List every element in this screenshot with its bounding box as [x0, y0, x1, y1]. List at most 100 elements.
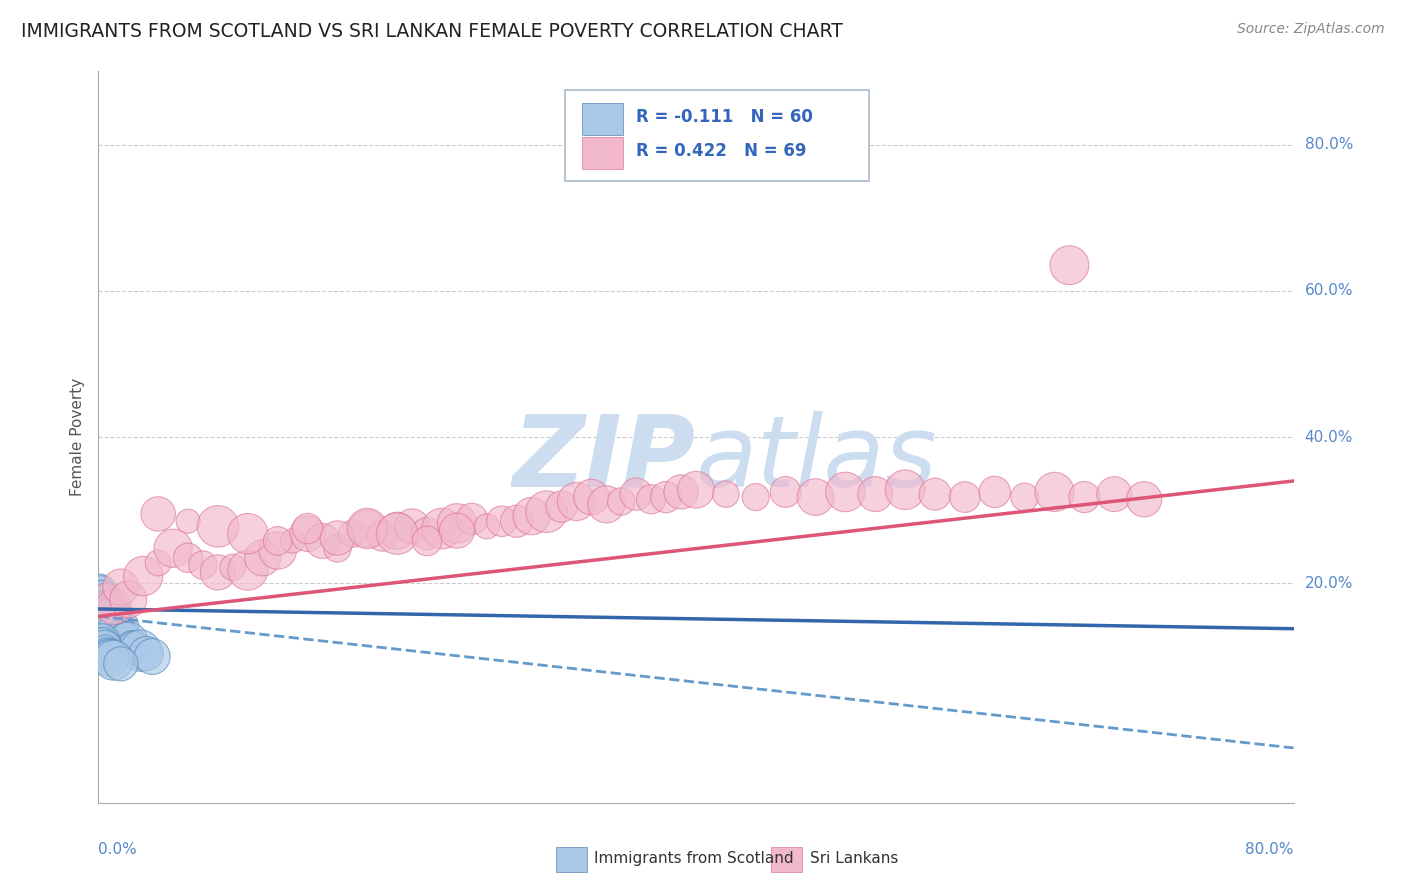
- Point: [93, 616, 115, 631]
- Point: [536, 505, 558, 519]
- Point: [953, 490, 976, 504]
- Point: [894, 483, 917, 497]
- Point: [110, 620, 132, 634]
- Point: [297, 521, 319, 535]
- Point: [550, 500, 572, 514]
- Point: [90, 636, 112, 650]
- Point: [191, 558, 214, 573]
- Point: [98, 607, 122, 622]
- Point: [685, 483, 707, 497]
- Point: [236, 563, 259, 577]
- Point: [207, 566, 229, 580]
- Point: [356, 521, 378, 535]
- Text: R = -0.111   N = 60: R = -0.111 N = 60: [637, 108, 813, 126]
- Point: [326, 531, 349, 545]
- Point: [103, 599, 125, 614]
- Point: [94, 594, 117, 608]
- Y-axis label: Female Poverty: Female Poverty: [69, 378, 84, 496]
- Point: [1073, 490, 1095, 504]
- Text: 80.0%: 80.0%: [1305, 137, 1353, 152]
- Point: [96, 646, 118, 660]
- Text: 40.0%: 40.0%: [1305, 430, 1353, 444]
- Point: [430, 521, 453, 535]
- Point: [640, 492, 662, 507]
- Point: [98, 619, 122, 633]
- Point: [94, 611, 117, 625]
- Point: [520, 509, 543, 524]
- Point: [104, 613, 127, 627]
- Point: [93, 640, 115, 655]
- Point: [114, 632, 136, 646]
- Point: [103, 609, 125, 624]
- Point: [461, 512, 484, 526]
- Text: 60.0%: 60.0%: [1305, 284, 1353, 298]
- Text: IMMIGRANTS FROM SCOTLAND VS SRI LANKAN FEMALE POVERTY CORRELATION CHART: IMMIGRANTS FROM SCOTLAND VS SRI LANKAN F…: [21, 22, 844, 41]
- Point: [117, 635, 139, 649]
- Point: [745, 490, 768, 504]
- Point: [865, 487, 887, 501]
- Point: [98, 611, 122, 625]
- Point: [141, 649, 163, 664]
- Point: [804, 490, 827, 504]
- Point: [101, 615, 124, 629]
- Point: [124, 640, 146, 655]
- Point: [475, 519, 498, 533]
- Point: [655, 490, 678, 504]
- Point: [326, 541, 349, 556]
- Point: [94, 622, 117, 636]
- Point: [267, 533, 290, 548]
- Point: [834, 485, 856, 500]
- Point: [97, 602, 120, 616]
- Point: [101, 604, 124, 618]
- Point: [626, 487, 648, 501]
- Point: [91, 619, 114, 633]
- Point: [356, 521, 378, 535]
- FancyBboxPatch shape: [772, 847, 803, 871]
- Point: [984, 485, 1007, 500]
- Text: ZIP: ZIP: [513, 410, 696, 508]
- Point: [267, 543, 290, 558]
- Point: [148, 556, 170, 570]
- FancyBboxPatch shape: [557, 847, 588, 871]
- Point: [103, 619, 125, 633]
- Point: [105, 622, 128, 636]
- Point: [91, 590, 114, 604]
- Point: [1014, 490, 1036, 504]
- Point: [252, 550, 274, 565]
- Point: [107, 622, 129, 636]
- Point: [222, 560, 245, 574]
- FancyBboxPatch shape: [582, 103, 623, 135]
- Point: [342, 526, 364, 541]
- Point: [101, 615, 124, 629]
- Point: [446, 516, 468, 531]
- Text: Sri Lankans: Sri Lankans: [810, 851, 898, 866]
- Point: [93, 606, 115, 620]
- Point: [610, 494, 633, 508]
- Point: [89, 599, 111, 613]
- Point: [103, 653, 125, 667]
- Point: [89, 633, 111, 648]
- Point: [177, 550, 200, 565]
- Point: [96, 604, 118, 618]
- Point: [581, 490, 603, 504]
- Point: [89, 580, 111, 594]
- Point: [97, 648, 120, 662]
- Point: [89, 609, 111, 624]
- Point: [236, 526, 259, 541]
- Point: [297, 526, 319, 541]
- Point: [94, 599, 117, 614]
- Point: [97, 613, 120, 627]
- Point: [148, 507, 170, 521]
- Point: [132, 569, 155, 583]
- Point: [110, 580, 132, 594]
- Point: [108, 626, 131, 640]
- Text: R = 0.422   N = 69: R = 0.422 N = 69: [637, 142, 807, 160]
- Point: [91, 597, 114, 611]
- Point: [110, 657, 132, 671]
- Point: [491, 514, 513, 528]
- Point: [565, 494, 588, 508]
- Point: [714, 487, 737, 501]
- Point: [93, 594, 115, 608]
- Text: 80.0%: 80.0%: [1246, 842, 1294, 856]
- Point: [416, 526, 439, 541]
